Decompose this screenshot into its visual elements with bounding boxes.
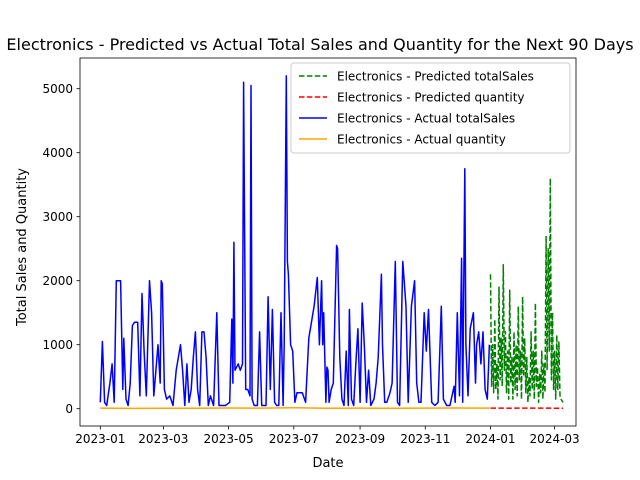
series-line-1 [489, 177, 564, 404]
x-tick-label: 2023-07 [269, 432, 319, 446]
x-tick-label: 2023-11 [400, 432, 450, 446]
axes-frame [79, 57, 577, 427]
y-tick-label: 4000 [42, 146, 73, 160]
y-tick-label: 3000 [42, 210, 73, 224]
y-tick-label: 2000 [42, 274, 73, 288]
x-axis-label: Date [312, 456, 343, 471]
legend-label-4: Electronics - Actual quantity [337, 133, 506, 147]
legend-label-2: Electronics - Predicted quantity [337, 91, 525, 105]
x-tick-label: 2023-09 [335, 432, 385, 446]
y-tick-label: 1000 [42, 338, 73, 352]
x-tick-label: 2023-03 [138, 432, 188, 446]
legend-box [290, 62, 571, 154]
plot-area: 2023-01 2023-03 2023-05 2023-07 2023-09 2023-… [42, 57, 580, 446]
legend: Electronics - Predicted totalSales Electr… [290, 62, 571, 154]
y-tick-label: 5000 [42, 82, 73, 96]
x-tick-label: 2024-03 [530, 432, 580, 446]
legend-label-1: Electronics - Predicted totalSales [337, 70, 534, 84]
x-tick-label: 2023-01 [75, 432, 125, 446]
y-axis-label: Total Sales and Quantity [15, 168, 30, 327]
series-line-3 [99, 75, 491, 407]
chart-title: Electronics - Predicted vs Actual Total … [6, 35, 633, 54]
series-line-4 [100, 407, 490, 410]
legend-label-3: Electronics - Actual totalSales [337, 112, 515, 126]
x-tick-label: 2024-01 [465, 432, 515, 446]
x-tick-label: 2023-05 [204, 432, 254, 446]
y-tick-label: 0 [65, 402, 73, 416]
